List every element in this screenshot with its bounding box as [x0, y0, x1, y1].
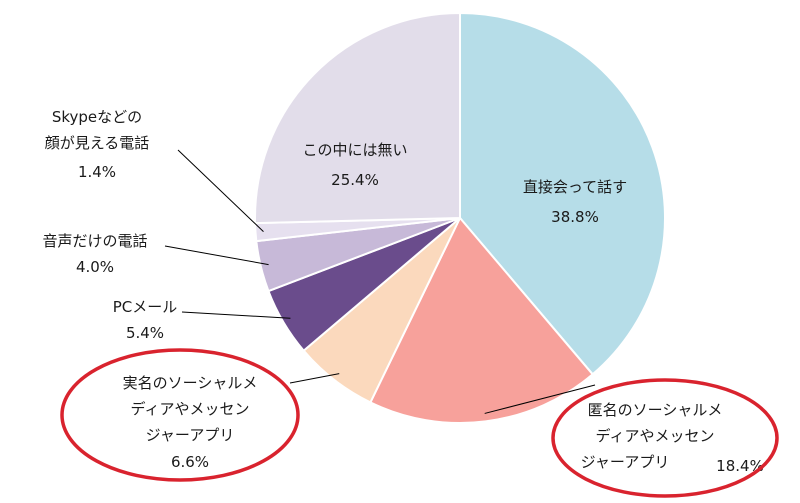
slice-label: PCメール [113, 298, 178, 316]
leader-line [181, 311, 291, 319]
highlight-ellipse [551, 378, 779, 498]
pie-slice [459, 11, 666, 376]
slice-value-label: 38.8% [551, 208, 599, 226]
highlight-ellipse [60, 348, 300, 482]
slice-value-label: 4.0% [76, 258, 114, 276]
slice-label: 実名のソーシャルメ [123, 374, 258, 392]
leader-line [484, 384, 596, 414]
slice-value-label: 6.6% [171, 453, 209, 471]
slice-label: ジャーアプリ [581, 453, 670, 471]
slice-value-label: 18.4% [716, 457, 764, 475]
leader-line [289, 373, 340, 384]
slice-label: 匿名のソーシャルメ [588, 401, 723, 419]
slice-value-label: 5.4% [126, 324, 164, 342]
slice-value-label: 25.4% [331, 171, 379, 189]
slice-label: 顔が見える電話 [45, 134, 150, 152]
leader-line [164, 245, 269, 266]
leader-lines [164, 149, 596, 414]
pie-slices [254, 11, 666, 424]
slice-label: 直接会って話す [523, 178, 627, 196]
pie-slice [369, 216, 595, 424]
slice-label: Skypeなどの [52, 108, 142, 126]
slice-label: ディアやメッセン [596, 427, 715, 445]
slice-value-label: 1.4% [78, 163, 116, 181]
slice-label: この中には無い [302, 141, 407, 159]
leader-line [177, 149, 264, 232]
slice-label: 音声だけの電話 [42, 232, 147, 250]
slice-label: ジャーアプリ [146, 426, 235, 444]
slice-label: ディアやメッセン [131, 400, 250, 418]
pie-slice [254, 11, 461, 225]
highlight-circles [60, 348, 779, 498]
